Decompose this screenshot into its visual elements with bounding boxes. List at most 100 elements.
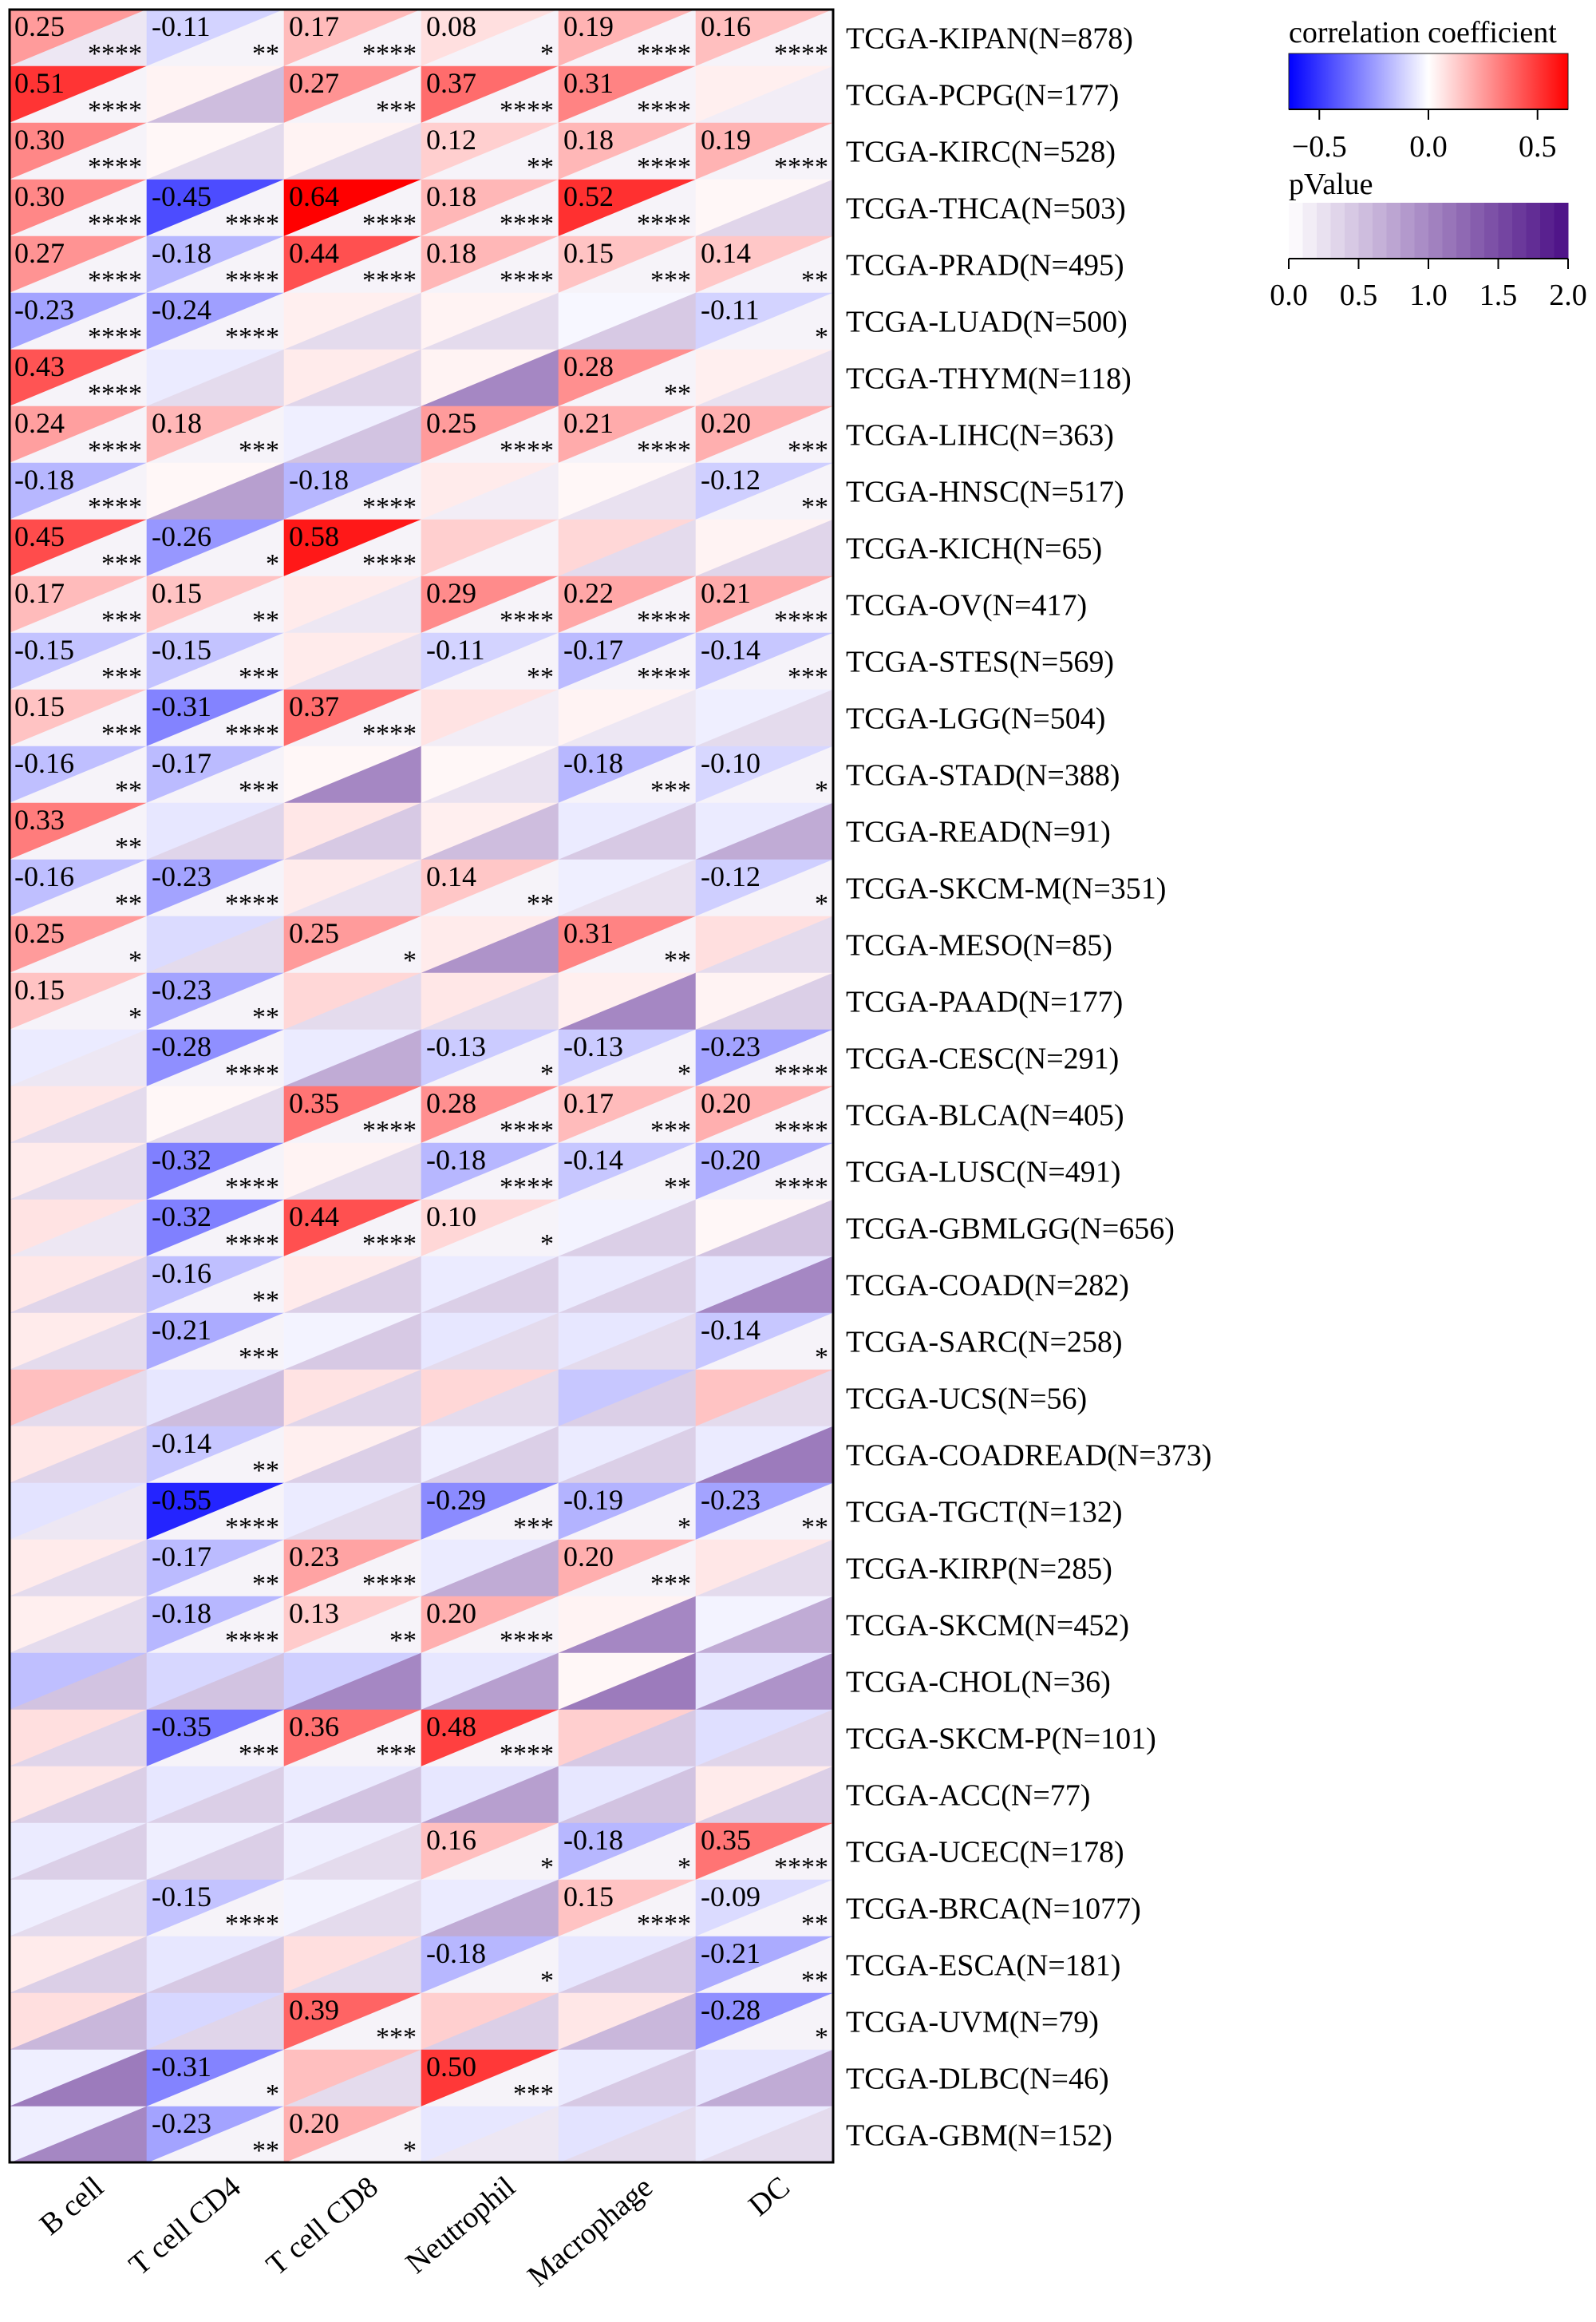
cell-significance-label: **** — [88, 152, 142, 182]
row-label: TCGA-READ(N=91) — [846, 816, 1111, 849]
cell-value-label: 0.18 — [426, 237, 476, 269]
cell-value-label: 0.31 — [563, 67, 614, 99]
cell-significance-label: **** — [500, 436, 554, 465]
cell-significance-label: **** — [637, 152, 691, 182]
cell-value-label: 0.20 — [289, 2107, 339, 2139]
cell-significance-label: **** — [774, 39, 828, 69]
legend-p-ticks: 0.0 0.5 1.0 1.5 2.0 — [1270, 258, 1587, 312]
cell-value-label: -0.15 — [152, 1881, 211, 1913]
cell-significance-label: **** — [774, 1173, 828, 1202]
cell-value-label: 0.08 — [426, 10, 476, 42]
row-label: TCGA-UCS(N=56) — [846, 1383, 1087, 1416]
legend-p-step — [1373, 203, 1387, 259]
cell-significance-label: **** — [88, 436, 142, 465]
cell-significance-label: ** — [801, 492, 828, 522]
cell-significance-label: *** — [101, 663, 142, 692]
row-label: TCGA-ESCA(N=181) — [846, 1949, 1120, 1983]
cell-value-label: 0.28 — [426, 1087, 476, 1119]
cell-significance-label: ** — [801, 1966, 828, 1996]
cell-value-label: -0.11 — [701, 294, 760, 326]
row-label: TCGA-UCEC(N=178) — [846, 1836, 1124, 1869]
row-label: TCGA-COADREAD(N=373) — [846, 1439, 1211, 1473]
cell-significance-label: **** — [500, 1626, 554, 1655]
cell-value-label: -0.15 — [14, 634, 74, 666]
cell-significance-label: * — [678, 1853, 691, 1882]
cell-significance-label: **** — [774, 1853, 828, 1882]
cell-value-label: 0.43 — [14, 350, 65, 382]
cell-value-label: -0.26 — [152, 520, 211, 552]
row-label: TCGA-TGCT(N=132) — [846, 1496, 1123, 1529]
cell-value-label: 0.18 — [426, 180, 476, 212]
cell-value-label: 0.21 — [701, 577, 751, 609]
column-label: T cell CD8 — [260, 2170, 385, 2282]
cell-significance-label: *** — [650, 1569, 691, 1599]
cell-value-label: 0.25 — [426, 407, 476, 439]
cell-value-label: 0.20 — [563, 1541, 614, 1572]
cell-value-label: 0.23 — [289, 1541, 339, 1572]
cell-significance-label: * — [815, 322, 828, 352]
cell-significance-label: ** — [664, 1173, 691, 1202]
cell-significance-label: * — [815, 889, 828, 919]
cell-significance-label: **** — [88, 96, 142, 125]
cell-value-label: 0.51 — [14, 67, 65, 99]
cell-value-label: 0.48 — [426, 1711, 476, 1742]
cell-significance-label: **** — [637, 1909, 691, 1939]
cell-significance-label: **** — [362, 549, 417, 579]
column-label: B cell — [34, 2170, 110, 2242]
row-label: TCGA-LGG(N=504) — [846, 702, 1105, 736]
cell-value-label: -0.35 — [152, 1711, 211, 1742]
legend-tick-label: 0.5 — [1519, 130, 1557, 164]
row-label: TCGA-THYM(N=118) — [846, 362, 1132, 396]
legend-p-step — [1540, 203, 1555, 259]
cell-significance-label: ** — [115, 776, 142, 805]
cell-significance-label: ** — [527, 663, 554, 692]
cell-significance-label: **** — [500, 1116, 554, 1145]
legend-tick-label: 1.5 — [1479, 279, 1518, 312]
cell-value-label: -0.09 — [701, 1881, 760, 1913]
cell-significance-label: *** — [376, 96, 417, 125]
cell-significance-label: **** — [362, 209, 417, 239]
cell-value-label: 0.15 — [14, 690, 65, 722]
legend-p-step — [1512, 203, 1527, 259]
legend-p-step — [1345, 203, 1359, 259]
cell-significance-label: **** — [225, 1626, 279, 1655]
cell-significance-label: *** — [513, 1513, 554, 1542]
cell-value-label: 0.15 — [14, 974, 65, 1006]
cell-value-label: -0.21 — [701, 1937, 760, 1969]
row-label: TCGA-CHOL(N=36) — [846, 1666, 1111, 1699]
cell-value-label: -0.23 — [152, 2107, 211, 2139]
cell-value-label: 0.52 — [563, 180, 614, 212]
cell-significance-label: ** — [389, 1626, 417, 1655]
cell-value-label: -0.18 — [426, 1144, 486, 1176]
cell-significance-label: **** — [500, 96, 554, 125]
cell-significance-label: **** — [88, 209, 142, 239]
row-label: TCGA-STES(N=569) — [846, 646, 1114, 679]
cell-value-label: 0.24 — [14, 407, 65, 439]
cell-significance-label: **** — [500, 1173, 554, 1202]
column-label: Macrophage — [521, 2170, 658, 2293]
column-label: Neutrophil — [400, 2170, 522, 2280]
cell-significance-label: * — [266, 549, 279, 579]
cell-value-label: 0.37 — [289, 690, 339, 722]
cell-value-label: 0.45 — [14, 520, 65, 552]
cell-value-label: -0.29 — [426, 1484, 486, 1516]
cell-value-label: 0.19 — [701, 124, 751, 156]
cell-significance-label: **** — [225, 322, 279, 352]
row-label: TCGA-SKCM(N=452) — [846, 1609, 1129, 1643]
cell-significance-label: ** — [252, 2136, 279, 2166]
cell-significance-label: * — [403, 946, 417, 975]
legend-p-step — [1386, 203, 1401, 259]
legend: correlation coefficient −0.5 0.0 0.5 pValu… — [1270, 16, 1587, 312]
row-label: TCGA-SKCM-P(N=101) — [846, 1723, 1156, 1756]
cell-significance-label: *** — [650, 266, 691, 295]
cell-value-label: -0.18 — [563, 1824, 623, 1856]
cell-significance-label: ** — [801, 1909, 828, 1939]
cell-value-label: 0.27 — [289, 67, 339, 99]
cell-significance-label: *** — [101, 606, 142, 635]
row-label: TCGA-CESC(N=291) — [846, 1042, 1119, 1076]
legend-p-step — [1428, 203, 1443, 259]
cell-value-label: 0.44 — [289, 237, 339, 269]
cell-significance-label: **** — [88, 322, 142, 352]
cell-significance-label: **** — [637, 663, 691, 692]
